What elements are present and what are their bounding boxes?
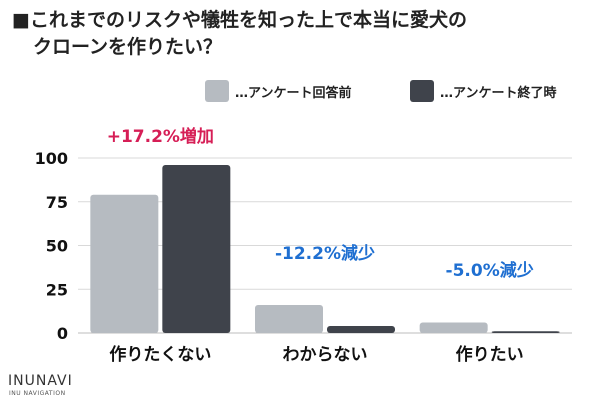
x-category-label: 作りたい bbox=[456, 344, 524, 365]
y-tick-label: 100 bbox=[35, 149, 68, 168]
annotations: +17.2%増加 -12.2%減少 -5.0%減少 bbox=[107, 126, 534, 281]
gridlines bbox=[78, 157, 572, 334]
change-annotation: -12.2%減少 bbox=[275, 243, 375, 264]
logo-name: INUNAVI bbox=[8, 373, 73, 389]
legend: …アンケート回答前 …アンケート終了時 bbox=[205, 80, 556, 102]
bar-after bbox=[327, 326, 395, 333]
bar-before bbox=[419, 322, 488, 333]
inunavi-logo: INUNAVI INU NAVIGATION bbox=[8, 373, 73, 397]
x-category-label: 作りたくない bbox=[109, 344, 211, 365]
change-annotation: -5.0%減少 bbox=[446, 260, 534, 281]
bar-before bbox=[90, 194, 159, 333]
y-axis-ticks: 0 25 50 75 100 bbox=[35, 149, 68, 343]
chart-title-line-2: クローンを作りたい？ bbox=[33, 35, 222, 58]
x-category-label: わからない bbox=[283, 345, 368, 365]
legend-swatch bbox=[410, 80, 434, 102]
legend-swatch bbox=[205, 80, 229, 102]
y-tick-label: 0 bbox=[57, 324, 68, 343]
chart-title-line-1: ■これまでのリスクや犠牲を知った上で本当に愛犬の bbox=[12, 8, 467, 31]
y-tick-label: 25 bbox=[46, 280, 68, 299]
bar-before bbox=[255, 305, 323, 333]
bar-after bbox=[491, 331, 560, 333]
legend-label: …アンケート終了時 bbox=[440, 85, 556, 101]
y-tick-label: 50 bbox=[46, 237, 68, 256]
bars bbox=[90, 165, 560, 333]
legend-label: …アンケート回答前 bbox=[235, 85, 351, 101]
change-annotation: +17.2%増加 bbox=[107, 126, 214, 147]
bar-after bbox=[162, 165, 231, 333]
x-axis-labels: 作りたくない わからない 作りたい bbox=[109, 344, 523, 365]
logo-subtitle: INU NAVIGATION bbox=[9, 390, 66, 397]
y-tick-label: 75 bbox=[46, 193, 68, 212]
